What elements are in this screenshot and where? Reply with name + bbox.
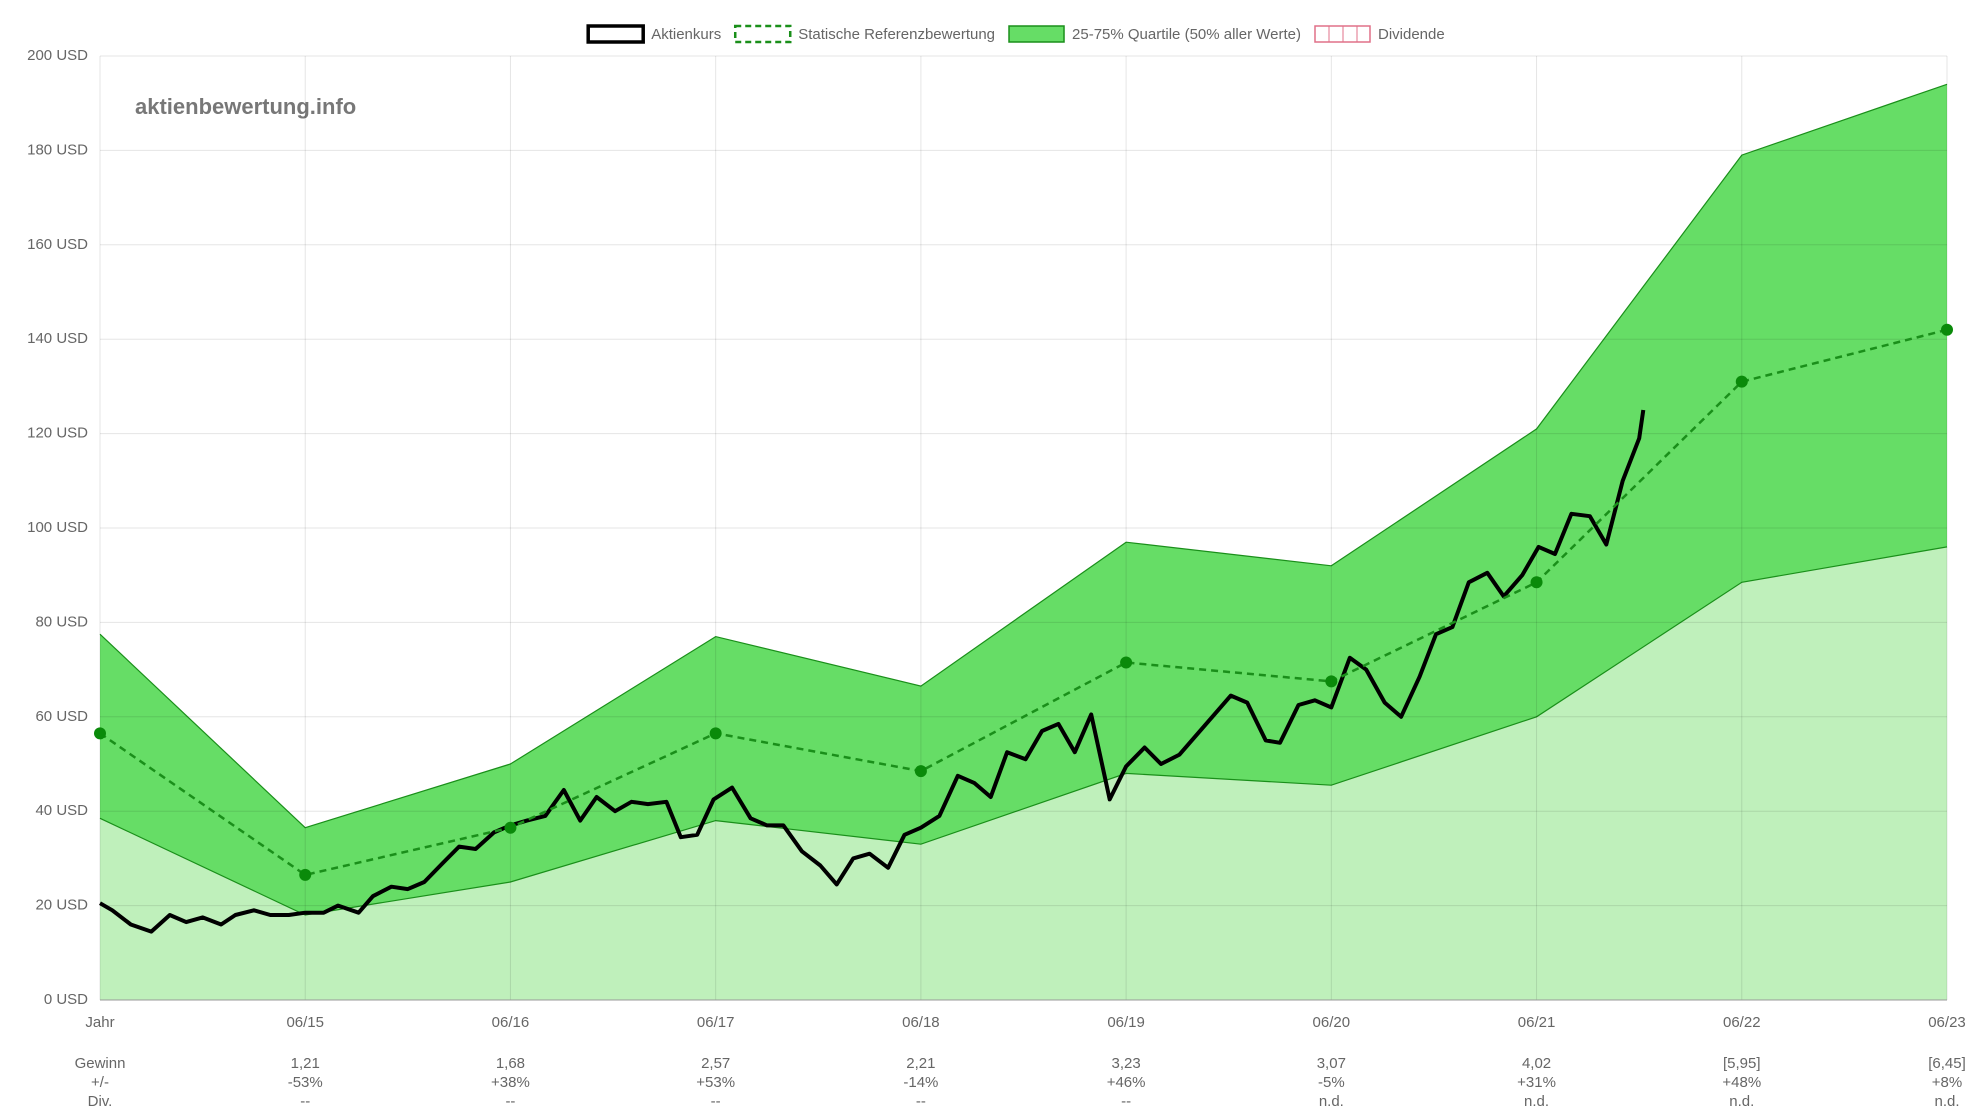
x-tick-label: 06/21 bbox=[1518, 1014, 1556, 1031]
table-cell: -- bbox=[1121, 1093, 1131, 1110]
y-tick-label: 20 USD bbox=[35, 897, 88, 914]
row-label: Gewinn bbox=[75, 1055, 126, 1072]
areas bbox=[99, 83, 1948, 1000]
point bbox=[1735, 375, 1748, 388]
point bbox=[1530, 576, 1543, 589]
legend-label: Dividende bbox=[1378, 26, 1445, 43]
x-tick-label: Jahr bbox=[85, 1014, 114, 1031]
table-cell: 4,02 bbox=[1522, 1055, 1551, 1072]
table-cell: +48% bbox=[1722, 1074, 1761, 1091]
grid bbox=[99, 55, 1948, 1001]
table-cell: 3,23 bbox=[1112, 1055, 1141, 1072]
point bbox=[1120, 656, 1133, 669]
y-tick-label: 200 USD bbox=[27, 47, 88, 64]
table-cell: -5% bbox=[1318, 1074, 1345, 1091]
legend-swatch bbox=[1314, 25, 1371, 43]
legend-swatch bbox=[1008, 25, 1065, 43]
table-cell: n.d. bbox=[1524, 1093, 1549, 1110]
table-cell: +8% bbox=[1932, 1074, 1962, 1091]
table-cell: 1,21 bbox=[291, 1055, 320, 1072]
point bbox=[1325, 675, 1338, 688]
table-cell: -53% bbox=[288, 1074, 323, 1091]
legend-item: Dividende bbox=[1314, 25, 1445, 43]
table-cell: n.d. bbox=[1934, 1093, 1959, 1110]
table-cell: n.d. bbox=[1729, 1093, 1754, 1110]
x-tick-label: 06/22 bbox=[1723, 1014, 1761, 1031]
line bbox=[99, 409, 1646, 934]
watermark: aktienbewertung.info bbox=[135, 94, 356, 119]
lower-edge bbox=[99, 546, 1948, 916]
table-cell: -- bbox=[711, 1093, 721, 1110]
lower-area bbox=[100, 546, 1947, 1000]
x-tick-label: 06/20 bbox=[1313, 1014, 1351, 1031]
table-cell: +38% bbox=[491, 1074, 530, 1091]
table-cell: 1,68 bbox=[496, 1055, 525, 1072]
y-tick-label: 160 USD bbox=[27, 236, 88, 253]
y-tick-label: 120 USD bbox=[27, 425, 88, 442]
table-cell: -- bbox=[300, 1093, 310, 1110]
table-cell: -14% bbox=[903, 1074, 938, 1091]
x-tick-label: 06/17 bbox=[697, 1014, 735, 1031]
x-tick-label: 06/18 bbox=[902, 1014, 940, 1031]
upper-edge bbox=[99, 83, 1948, 829]
row-label: Div. bbox=[88, 1093, 113, 1110]
x-tick-label: 06/19 bbox=[1107, 1014, 1145, 1031]
legend-item: 25-75% Quartile (50% aller Werte) bbox=[1008, 25, 1301, 43]
table-cell: +46% bbox=[1107, 1074, 1146, 1091]
legend-swatch bbox=[733, 24, 792, 44]
legend-swatch bbox=[586, 24, 645, 44]
x-tick-label: 06/15 bbox=[286, 1014, 324, 1031]
legend-label: 25-75% Quartile (50% aller Werte) bbox=[1072, 26, 1301, 43]
y-tick-label: 100 USD bbox=[27, 519, 88, 536]
table-cell: [5,95] bbox=[1723, 1055, 1761, 1072]
y-tick-label: 40 USD bbox=[35, 802, 88, 819]
legend: Aktienkurs Statische Referenzbewertung 25-… bbox=[586, 24, 1445, 44]
quartile-band bbox=[100, 84, 1947, 916]
point bbox=[504, 821, 517, 834]
point bbox=[914, 765, 927, 778]
legend-label: Statische Referenzbewertung bbox=[798, 26, 995, 43]
y-tick-label: 180 USD bbox=[27, 141, 88, 158]
table-cell: 2,21 bbox=[906, 1055, 935, 1072]
y-tick-label: 80 USD bbox=[35, 613, 88, 630]
table-cell: +53% bbox=[696, 1074, 735, 1091]
table-cell: n.d. bbox=[1319, 1093, 1344, 1110]
y-tick-label: 140 USD bbox=[27, 330, 88, 347]
legend-item: Aktienkurs bbox=[586, 24, 721, 44]
legend-label: Aktienkurs bbox=[651, 26, 721, 43]
row-label: +/- bbox=[91, 1074, 109, 1091]
table-cell: [6,45] bbox=[1928, 1055, 1966, 1072]
legend-item: Statische Referenzbewertung bbox=[733, 24, 995, 44]
point bbox=[94, 727, 106, 740]
table-cell: -- bbox=[916, 1093, 926, 1110]
x-tick-label: 06/23 bbox=[1928, 1014, 1966, 1031]
y-tick-label: 60 USD bbox=[35, 708, 88, 725]
lines bbox=[94, 323, 1953, 934]
y-tick-label: 0 USD bbox=[44, 991, 88, 1008]
point bbox=[1941, 323, 1953, 336]
table-cell: 2,57 bbox=[701, 1055, 730, 1072]
point bbox=[709, 727, 722, 740]
table-cell: -- bbox=[505, 1093, 515, 1110]
table-cell: 3,07 bbox=[1317, 1055, 1346, 1072]
x-tick-label: 06/16 bbox=[492, 1014, 530, 1031]
table-cell: +31% bbox=[1517, 1074, 1556, 1091]
line bbox=[99, 328, 1948, 877]
point bbox=[299, 868, 312, 881]
